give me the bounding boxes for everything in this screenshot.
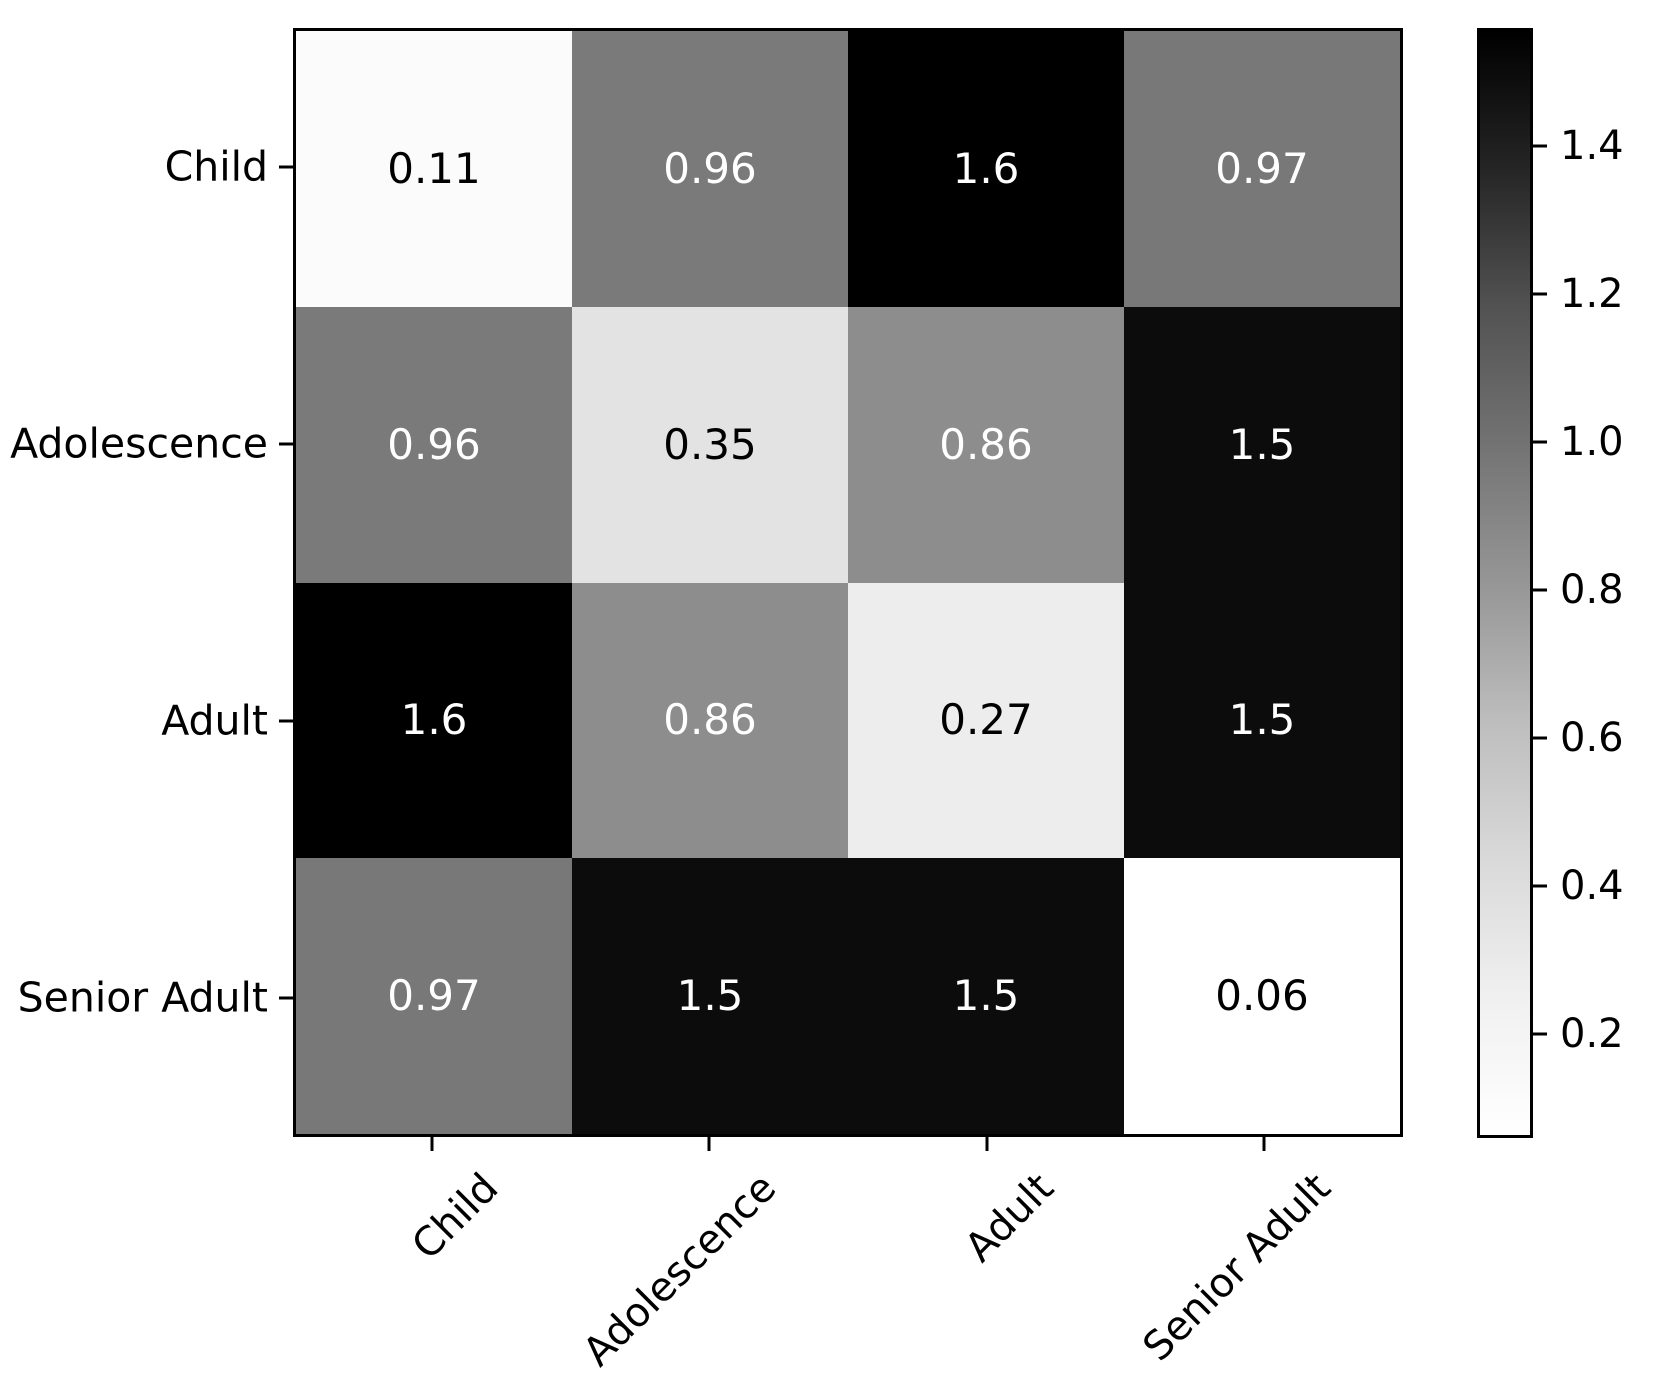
colorbar-tick [1533,588,1547,592]
colorbar-tick-label: 0.6 [1560,715,1624,762]
heatmap-cell: 1.5 [572,858,848,1134]
y-axis-tick [279,996,293,1000]
heatmap-grid: 0.11 0.96 1.6 0.97 0.96 0.35 0.86 1.5 1.6 0.86 0.2… [293,28,1403,1137]
x-axis-tick [707,1137,711,1151]
y-axis-tick [279,719,293,723]
x-axis-label: Senior Adult [1134,1164,1340,1371]
colorbar-tick-label: 1.2 [1560,271,1624,318]
heatmap-cell: 0.97 [1124,31,1400,307]
heatmap-cell: 0.86 [572,582,848,859]
heatmap-cell: 0.27 [848,582,1124,859]
colorbar-tick-label: 0.4 [1560,863,1624,910]
x-axis-tick [430,1137,434,1151]
colorbar-tick [1533,1032,1547,1036]
y-axis-label: Senior Adult [17,973,268,1022]
x-axis-tick [985,1137,989,1151]
colorbar-tick [1533,440,1547,444]
heatmap-cell: 1.6 [848,31,1124,307]
heatmap-cell: 0.96 [572,31,848,307]
colorbar-tick [1533,884,1547,888]
y-axis-tick [279,165,293,169]
heatmap-cell: 0.86 [848,306,1124,583]
colorbar-tick [1533,736,1547,740]
y-axis-label: Adolescence [10,419,268,468]
colorbar-tick-label: 1.0 [1560,419,1624,466]
colorbar-tick-label: 1.4 [1560,123,1624,170]
y-axis-label: Adult [161,696,268,745]
colorbar-tick-label: 0.2 [1560,1011,1624,1058]
heatmap-cell: 0.97 [296,858,572,1134]
heatmap-cell: 0.06 [1124,858,1400,1134]
y-axis-tick [279,442,293,446]
colorbar-tick [1533,144,1547,148]
heatmap-cell: 1.5 [848,858,1124,1134]
heatmap-cell: 1.5 [1124,306,1400,583]
heatmap-cell: 0.96 [296,306,572,583]
heatmap-cell: 1.5 [1124,582,1400,859]
colorbar-tick-label: 0.8 [1560,567,1624,614]
heatmap-cell: 1.6 [296,582,572,859]
heatmap-cell: 0.11 [296,31,572,307]
x-axis-label: Adolescence [574,1164,785,1376]
x-axis-label: Adult [955,1164,1063,1272]
y-axis-label: Child [164,142,268,191]
colorbar-tick [1533,292,1547,296]
x-axis-label: Child [403,1164,508,1269]
heatmap-cell: 0.35 [572,306,848,583]
x-axis-tick [1262,1137,1266,1151]
colorbar [1477,28,1533,1138]
